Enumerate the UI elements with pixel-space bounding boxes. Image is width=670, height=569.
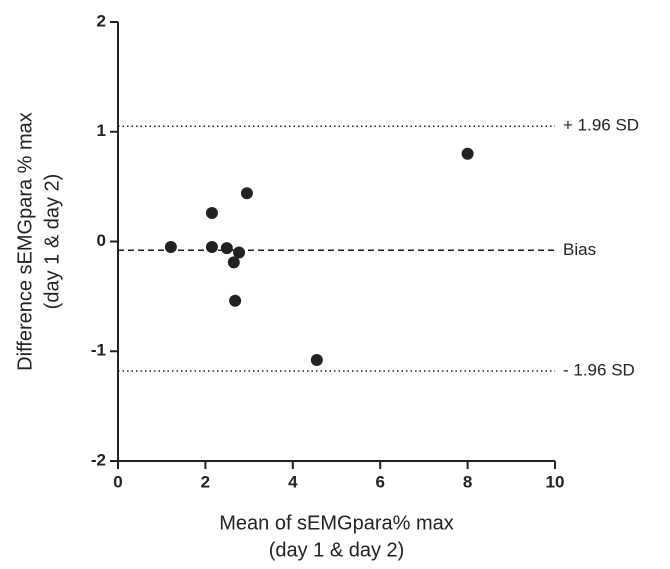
- x-tick-label: 6: [375, 472, 384, 491]
- point: [461, 147, 474, 160]
- y-tick-label: 2: [97, 11, 106, 30]
- point: [229, 294, 242, 307]
- point: [205, 240, 218, 253]
- y-axis-title: (day 1 & day 2): [41, 174, 63, 310]
- reference-label: + 1.96 SD: [563, 116, 639, 135]
- x-tick-label: 2: [201, 472, 210, 491]
- point: [240, 187, 253, 200]
- y-tick-label: -1: [91, 341, 106, 360]
- y-axis-title: Difference sEMGpara % max: [14, 112, 36, 371]
- x-axis-title: (day 1 & day 2): [269, 539, 405, 561]
- x-tick-label: 4: [288, 472, 298, 491]
- point: [164, 240, 177, 253]
- reference-label: - 1.96 SD: [563, 360, 635, 379]
- point: [227, 256, 240, 269]
- point: [310, 354, 323, 367]
- point: [233, 246, 246, 259]
- y-tick-label: 1: [97, 121, 106, 140]
- x-tick-label: 8: [463, 472, 472, 491]
- y-tick-label: 0: [97, 231, 106, 250]
- x-tick-label: 0: [113, 472, 122, 491]
- x-axis-title: Mean of sEMGpara% max: [219, 512, 454, 534]
- point: [220, 242, 233, 255]
- reference-label: Bias: [563, 240, 596, 259]
- y-tick-label: -2: [91, 450, 106, 469]
- point: [205, 206, 218, 219]
- x-tick-label: 10: [546, 472, 565, 491]
